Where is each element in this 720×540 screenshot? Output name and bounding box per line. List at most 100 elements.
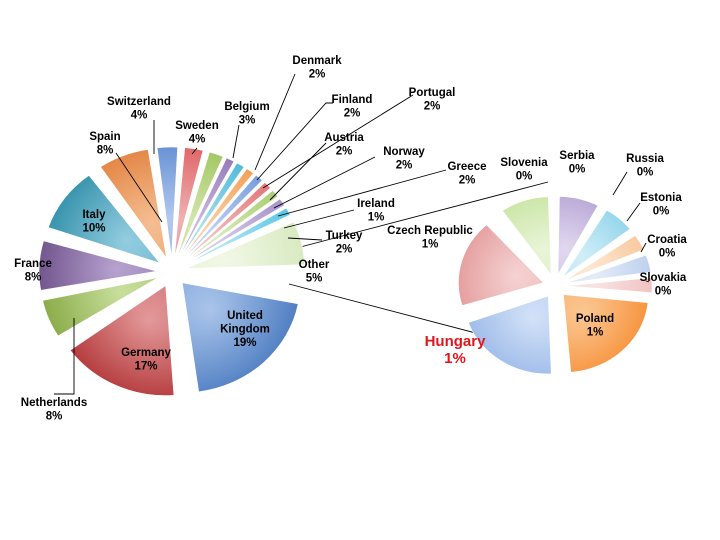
label-germany: Germany <box>121 347 171 359</box>
leader-line-sweden <box>191 147 198 155</box>
leader-line-croatia <box>640 242 647 253</box>
value-united-kingdom: 19% <box>233 337 256 349</box>
pie-slice-portugal <box>180 168 254 261</box>
label-croatia: Croatia <box>647 234 687 246</box>
pie-slice-france <box>38 240 158 291</box>
label-denmark: Denmark <box>292 55 342 67</box>
value-norway: 2% <box>396 160 413 172</box>
label-turkey: Turkey <box>326 230 363 242</box>
value-slovakia: 0% <box>655 286 672 298</box>
pie-slice-ireland <box>184 198 285 264</box>
value-other: 5% <box>306 273 323 285</box>
breakout-pie <box>458 196 653 375</box>
leader-line-estonia <box>626 202 641 222</box>
value-spain: 8% <box>97 145 114 157</box>
value-finland: 2% <box>344 108 361 120</box>
label-estonia: Estonia <box>640 192 682 204</box>
pie-slice-croatia <box>566 254 652 284</box>
main-pie <box>38 146 305 396</box>
leader-line-finland <box>256 102 333 181</box>
label-italy: Italy <box>82 209 106 221</box>
value-hungary: 1% <box>444 350 466 367</box>
leader-line-austria <box>269 142 327 201</box>
value-austria: 2% <box>336 146 353 158</box>
pie-slice-greece <box>183 189 279 263</box>
pie-slice-germany <box>69 285 175 396</box>
value-netherlands: 8% <box>46 411 63 423</box>
value-ireland: 1% <box>368 212 385 224</box>
value-denmark: 2% <box>309 69 326 81</box>
label-russia: Russia <box>626 153 664 165</box>
label-slovakia: Slovakia <box>640 272 687 284</box>
value-france: 8% <box>25 272 42 284</box>
value-greece: 2% <box>459 175 476 187</box>
value-russia: 0% <box>637 167 654 179</box>
pie-slice-sweden <box>174 147 204 258</box>
leader-line-norway <box>273 156 376 209</box>
label-slovenia: Slovenia <box>500 157 548 169</box>
pie-slice-turkey <box>184 207 291 265</box>
value-germany: 17% <box>134 361 157 373</box>
pie-slice-other <box>186 221 305 269</box>
label-hungary: Hungary <box>425 333 487 350</box>
value-slovenia: 0% <box>516 171 533 183</box>
pie-slice-denmark <box>178 157 235 259</box>
pie-slice-spain <box>100 149 167 259</box>
leader-line-greece <box>277 169 447 217</box>
pie-slice-czech-republic <box>458 224 545 306</box>
label-united-kingdom-line-1: United <box>227 310 263 322</box>
value-portugal: 2% <box>424 101 441 113</box>
label-norway: Norway <box>383 146 425 158</box>
pie-slice-italy <box>47 174 161 264</box>
leader-line-turkey <box>287 237 323 241</box>
label-spain: Spain <box>89 131 120 143</box>
leader-line-ireland <box>283 209 355 229</box>
value-estonia: 0% <box>653 206 670 218</box>
leader-line-belgium <box>232 124 240 159</box>
leader-line-slovakia <box>645 280 650 283</box>
pie-slice-slovakia <box>566 277 653 294</box>
value-czech-republic: 1% <box>422 239 439 251</box>
label-austria: Austria <box>324 132 364 144</box>
pie-slice-belgium <box>176 151 224 258</box>
pie-slice-united-kingdom <box>181 282 299 393</box>
leader-line-netherlands <box>54 318 75 395</box>
value-serbia: 0% <box>569 164 586 176</box>
pie-slice-russia <box>562 209 631 278</box>
leader-line-denmark <box>254 73 296 171</box>
pie-slice-hungary <box>468 295 552 375</box>
label-belgium: Belgium <box>224 101 269 113</box>
pie-slice-finland <box>179 162 245 260</box>
value-sweden: 4% <box>189 134 206 146</box>
label-czech-republic: Czech Republic <box>387 225 473 237</box>
pie-slice-serbia <box>557 196 599 276</box>
pie-slice-netherlands <box>42 277 159 337</box>
connector-line-top <box>288 181 549 251</box>
label-finland: Finland <box>332 94 373 106</box>
leader-line-portugal <box>262 94 414 189</box>
label-serbia: Serbia <box>559 150 595 162</box>
label-switzerland: Switzerland <box>107 96 171 108</box>
label-netherlands: Netherlands <box>21 397 87 409</box>
label-portugal: Portugal <box>409 87 456 99</box>
label-poland: Poland <box>576 313 614 325</box>
value-italy: 10% <box>82 223 105 235</box>
pie-slice-poland <box>563 294 649 373</box>
leader-line-russia <box>612 171 628 196</box>
value-turkey: 2% <box>336 244 353 256</box>
label-france: France <box>14 258 52 270</box>
pie-slice-estonia <box>565 235 645 281</box>
label-greece: Greece <box>447 161 486 173</box>
label-ireland: Ireland <box>357 198 395 210</box>
pie-slice-slovenia <box>502 196 552 276</box>
pie-slice-switzerland <box>156 146 178 258</box>
label-sweden: Sweden <box>175 120 218 132</box>
value-croatia: 0% <box>659 248 676 260</box>
value-switzerland: 4% <box>131 110 148 122</box>
value-poland: 1% <box>587 327 604 339</box>
leader-line-spain <box>115 152 163 223</box>
label-other: Other <box>299 259 330 271</box>
label-united-kingdom-line-2: Kingdom <box>220 324 270 336</box>
value-belgium: 3% <box>239 115 256 127</box>
